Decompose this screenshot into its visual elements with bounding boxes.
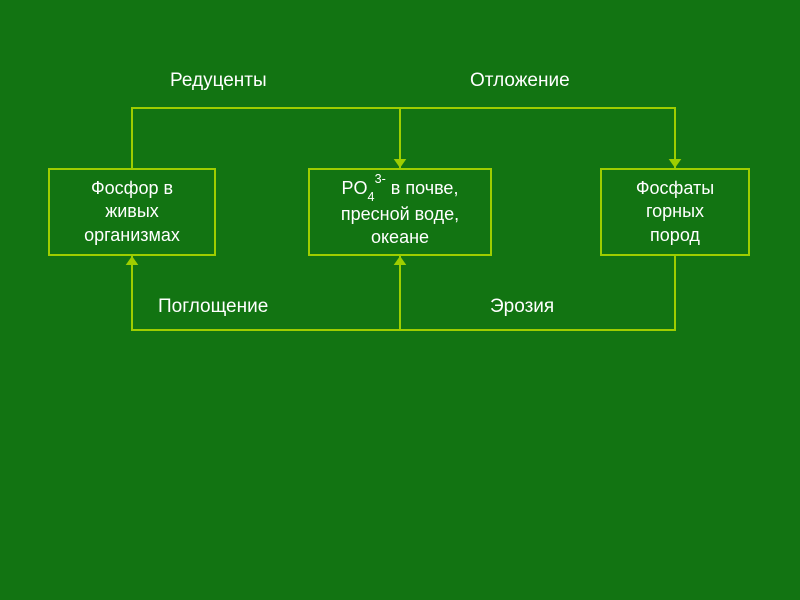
node-line: Фосфаты: [636, 177, 714, 200]
diagram-canvas: Фосфор в живых организмах PO43- в почве,…: [0, 0, 800, 600]
node-phosphate-in-soil-water: PO43- в почве, пресной воде, океане: [308, 168, 492, 256]
node-line: океане: [371, 226, 429, 249]
node-line: организмах: [84, 224, 180, 247]
node-phosphorus-in-organisms: Фосфор в живых организмах: [48, 168, 216, 256]
node-phosphate-rocks: Фосфаты горных пород: [600, 168, 750, 256]
edges-layer: [0, 0, 800, 600]
edge-label-reducers: Редуценты: [170, 70, 267, 92]
edge-label-erosion: Эрозия: [490, 296, 554, 318]
node-line: пресной воде,: [341, 203, 459, 226]
edge-label-absorption: Поглощение: [158, 296, 268, 318]
node-line: Фосфор в: [91, 177, 173, 200]
node-line: живых: [105, 200, 159, 223]
node-line: горных: [646, 200, 704, 223]
node-formula-line: PO43- в почве,: [342, 175, 459, 203]
node-line: пород: [650, 224, 700, 247]
edge-label-deposition: Отложение: [470, 70, 570, 92]
